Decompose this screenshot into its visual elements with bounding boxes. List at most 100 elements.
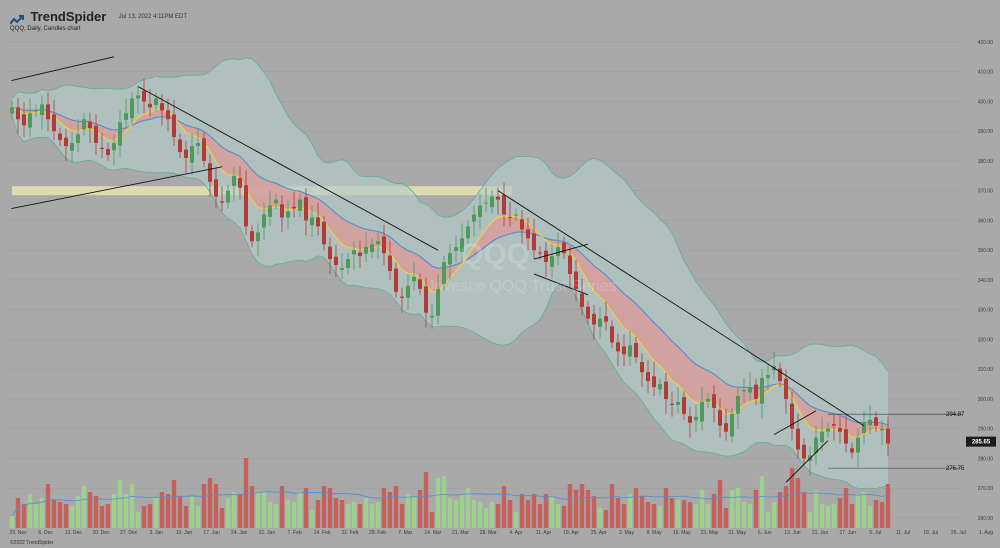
volume-bar [477,502,483,528]
volume-bar [585,490,591,528]
volume-bar [651,504,657,528]
volume-bar [687,502,693,528]
candle [706,392,710,408]
volume-bar [171,480,177,528]
candle [442,256,446,291]
volume-bar [387,492,393,528]
volume-bar [765,512,771,528]
volume-bar [711,494,717,528]
candle [322,215,326,251]
candle [502,182,506,227]
candle [598,306,602,339]
timestamp: Jul 13, 2022 4:11PM EDT [118,13,188,20]
volume-bar [447,498,453,528]
volume-bar [771,502,777,528]
date-tick-label: 28. Mar [480,530,497,536]
date-tick-label: 11. Jul [896,530,910,536]
candle [412,262,416,291]
candle [760,369,764,419]
candle [874,411,878,432]
date-tick-label: 10. Jan [176,530,193,536]
candle [532,218,536,260]
date-tick-label: 14. Feb [314,530,331,536]
price-axis[interactable]: 420.00 410.00 400.00 390.00 380.00 370.00 360.… [978,40,994,522]
candle [616,333,620,367]
volume-bar [327,488,333,528]
candle [850,442,854,459]
volume-bar [93,496,99,528]
date-tick-label: 29. Nov [9,530,27,536]
candle [460,223,464,261]
date-tick-label: 20. Dec [92,530,110,536]
volume-bar [351,502,357,528]
candle [358,240,362,269]
volume-bar [795,478,801,528]
date-tick-label: 5. Jul [869,530,881,536]
volume-bar [75,496,81,528]
support-label: 276.75 [946,466,965,472]
price-tick-label: 380.00 [978,159,994,165]
volume-bars [9,458,891,528]
volume-bar [87,492,93,528]
volume-bar [417,490,423,528]
candle [10,101,14,120]
candle [16,98,20,135]
candle [208,154,212,197]
candle [400,287,404,313]
candle [166,98,170,132]
volume-bar [867,506,873,528]
candle [112,134,116,166]
candle [142,78,146,114]
candle [34,104,38,117]
candle [298,193,302,217]
candle [880,419,884,446]
price-levels: 294.87 276.75 285.65 [828,412,996,472]
volume-bar [273,504,279,528]
price-tick-label: 270.00 [978,486,994,492]
wedge-lower [785,440,829,483]
volume-bar [435,478,441,528]
trendlines [11,56,865,483]
volume-bar [597,508,603,528]
candle [658,378,662,396]
volume-bar [441,476,447,528]
volume-bar [561,506,567,528]
volume-bar [381,488,387,528]
time-axis[interactable]: 29. Nov 6. Dec 13. Dec 20. Dec 27. Dec 3. Jan… [9,530,993,536]
date-tick-label: 31. May [728,530,746,536]
candle [700,387,704,431]
date-tick-label: 21. Mar [452,530,469,536]
candle [814,425,818,465]
candle [340,253,344,279]
price-tick-label: 370.00 [978,189,994,195]
price-tick-label: 310.00 [978,367,994,373]
volume-bar [789,468,795,528]
candle [688,407,692,438]
date-tick-label: 7. Feb [287,530,301,536]
candle [496,187,500,215]
candle [754,378,758,405]
volume-bar [699,490,705,528]
logo-text: TrendSpider [30,9,107,25]
candle [274,193,278,210]
candle [838,416,842,444]
candle [790,391,794,441]
candle [256,223,260,257]
volume-bar [783,486,789,528]
volume-bar [117,480,123,528]
candle [664,372,668,414]
candle [262,202,266,240]
date-tick-label: 6. Jun [758,530,772,536]
date-tick-label: 14. Mar [424,530,441,536]
volume-bar [63,504,69,528]
volume-bar [849,504,855,528]
volume-bar [675,500,681,528]
flag-lower [533,273,589,296]
volume-bar [531,494,537,528]
volume-bar [195,506,201,528]
candle [712,385,716,423]
date-tick-label: 18. Jul [923,530,938,536]
volume-bar [735,488,741,528]
candle [328,237,332,274]
